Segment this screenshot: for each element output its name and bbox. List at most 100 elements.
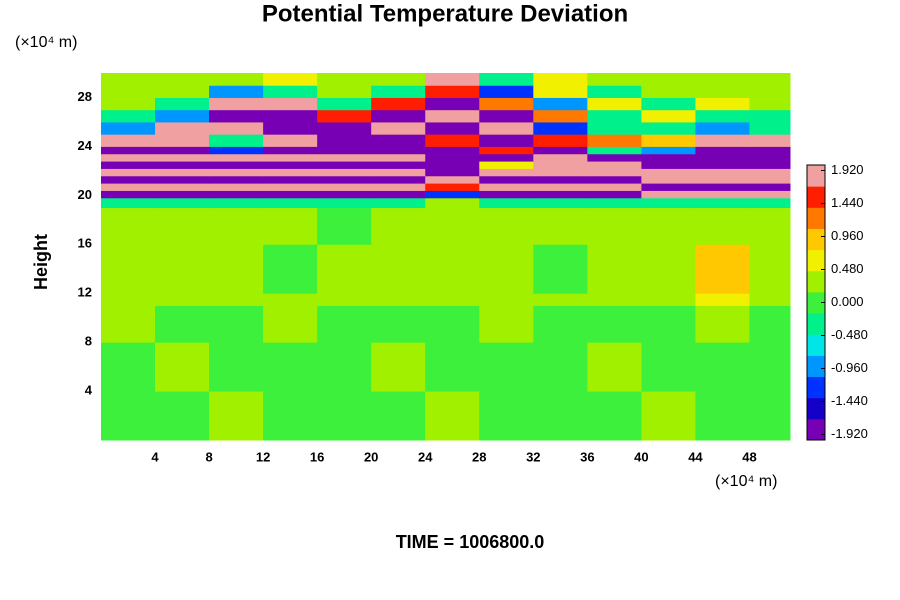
heat-cell: [155, 97, 210, 111]
heat-cell: [749, 153, 791, 162]
colorbar-swatch: [807, 186, 825, 208]
heat-cell: [101, 197, 156, 209]
heat-cell: [749, 342, 791, 392]
heat-cell: [101, 244, 156, 294]
heat-cell: [209, 207, 264, 245]
heat-cell: [479, 342, 534, 392]
heat-cell: [209, 153, 264, 162]
heat-cell: [425, 109, 480, 123]
heat-cell: [371, 342, 426, 392]
heat-cell: [479, 161, 534, 169]
heat-cell: [587, 146, 642, 155]
heat-cell: [155, 305, 210, 343]
heat-cell: [533, 190, 588, 199]
heat-cell: [587, 342, 642, 392]
colorbar-swatch: [807, 207, 825, 229]
heat-cell: [317, 73, 372, 86]
heat-cell: [263, 161, 318, 169]
heat-cell: [533, 175, 588, 184]
heat-cell: [263, 293, 318, 306]
y-axis-label: Height: [31, 234, 51, 290]
heat-cell: [425, 73, 480, 86]
heat-cell: [479, 168, 534, 177]
heat-cell: [209, 391, 264, 441]
heat-cell: [371, 161, 426, 169]
x-tick-label: 16: [310, 449, 324, 464]
heat-cell: [695, 73, 750, 86]
heat-cell: [209, 161, 264, 169]
heat-cell: [101, 168, 156, 177]
heat-cell: [101, 190, 156, 199]
heat-cell: [695, 342, 750, 392]
heat-cell: [641, 190, 696, 199]
heat-cell: [101, 293, 156, 306]
colorbar-tick-label: -0.480: [831, 327, 868, 342]
heat-cell: [749, 121, 791, 135]
heat-cell: [587, 121, 642, 135]
y-tick-label: 28: [78, 89, 92, 104]
heat-cell: [641, 121, 696, 135]
heat-cell: [263, 97, 318, 111]
heat-cell: [209, 109, 264, 123]
heat-cell: [425, 293, 480, 306]
heat-cell: [155, 207, 210, 245]
heat-cell: [479, 391, 534, 441]
colorbar-tick-label: 0.000: [831, 294, 864, 309]
heat-cell: [587, 161, 642, 169]
heat-cell: [749, 305, 791, 343]
heat-cell: [101, 153, 156, 162]
heat-cell: [695, 190, 750, 199]
x-tick-label: 4: [151, 449, 159, 464]
heat-cell: [155, 197, 210, 209]
heat-cell: [533, 85, 588, 98]
heat-cell: [479, 197, 534, 209]
colorbar-tick-label: 0.960: [831, 228, 864, 243]
heat-cell: [425, 175, 480, 184]
heat-cell: [209, 342, 264, 392]
heat-cell: [425, 85, 480, 98]
heat-cell: [263, 183, 318, 191]
heat-cell: [479, 146, 534, 155]
footer: TIME = 1006800.0: [396, 532, 545, 552]
heat-cell: [155, 161, 210, 169]
heat-cell: [101, 73, 156, 86]
heat-cell: [209, 97, 264, 111]
heat-cell: [263, 153, 318, 162]
heat-cell: [587, 109, 642, 123]
heat-cell: [371, 153, 426, 162]
heat-cell: [209, 183, 264, 191]
heat-cell: [371, 73, 426, 86]
heat-cell: [695, 85, 750, 98]
x-unit-label: (×10⁴ m): [715, 473, 777, 490]
heat-cell: [425, 161, 480, 169]
heat-cell: [479, 207, 534, 245]
heat-cell: [263, 190, 318, 199]
heat-cell: [641, 183, 696, 191]
heat-cell: [371, 293, 426, 306]
heat-cell: [695, 121, 750, 135]
heat-cell: [479, 121, 534, 135]
colorbar-swatch: [807, 418, 825, 441]
heat-cell: [533, 121, 588, 135]
heat-cell: [479, 73, 534, 86]
heat-cell: [209, 73, 264, 86]
heat-cell: [695, 161, 750, 169]
heat-cell: [317, 244, 372, 294]
heat-cell: [641, 207, 696, 245]
heat-cell: [695, 207, 750, 245]
heat-cell: [749, 73, 791, 86]
heat-cell: [263, 146, 318, 155]
heat-cell: [695, 97, 750, 111]
heat-cell: [479, 305, 534, 343]
x-tick-label: 32: [526, 449, 540, 464]
heat-cell: [641, 305, 696, 343]
heat-cell: [641, 161, 696, 169]
colorbar-tick-label: 0.480: [831, 261, 864, 276]
heat-cell: [371, 85, 426, 98]
y-unit-label: (×10⁴ m): [15, 34, 77, 51]
heat-cell: [425, 305, 480, 343]
heat-cell: [479, 85, 534, 98]
x-tick-label: 44: [688, 449, 703, 464]
heat-cell: [317, 134, 372, 147]
heat-cell: [641, 342, 696, 392]
